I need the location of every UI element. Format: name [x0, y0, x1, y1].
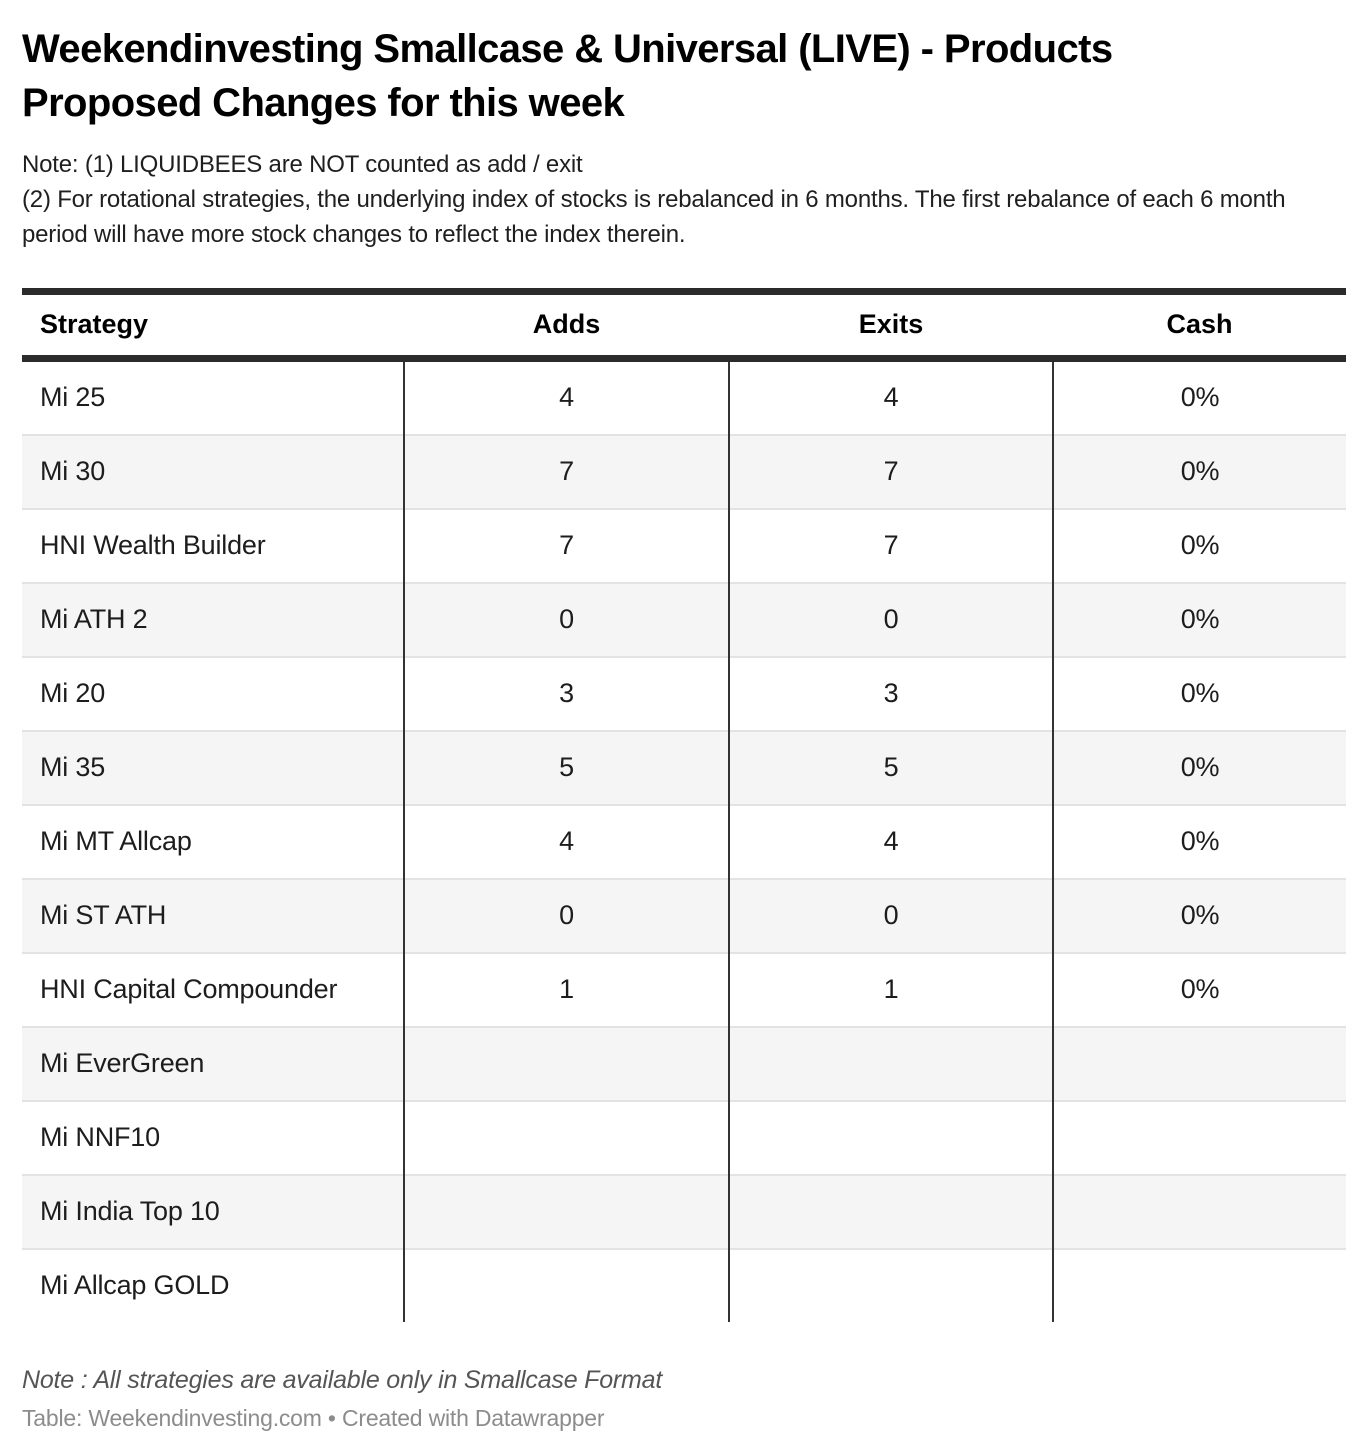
cash-cell	[1052, 1173, 1346, 1249]
strategy-cell: Mi 20	[22, 655, 404, 731]
column-header-strategy: Strategy	[22, 287, 404, 362]
table-row: Mi 20 3 3 0%	[22, 655, 1346, 731]
cash-cell: 0%	[1052, 951, 1346, 1027]
table-row: Mi 25 4 4 0%	[22, 358, 1346, 435]
column-header-cash: Cash	[1053, 287, 1346, 362]
strategy-cell: Mi 35	[22, 729, 404, 805]
strategy-cell: Mi NNF10	[22, 1099, 404, 1175]
cash-cell: 0%	[1052, 803, 1346, 879]
adds-cell: 0	[403, 877, 729, 953]
table-row: HNI Capital Compounder 1 1 0%	[22, 951, 1346, 1027]
table-row: Mi MT Allcap 4 4 0%	[22, 803, 1346, 879]
strategy-cell: Mi 30	[22, 433, 404, 509]
strategy-changes-table: Strategy Adds Exits Cash Mi 25 4 4 0% Mi…	[22, 287, 1346, 1322]
exits-cell: 3	[728, 655, 1053, 731]
strategy-cell: HNI Wealth Builder	[22, 507, 404, 583]
adds-cell	[403, 1173, 729, 1249]
strategy-cell: Mi ATH 2	[22, 581, 404, 657]
adds-cell: 4	[403, 358, 729, 435]
adds-cell: 1	[403, 951, 729, 1027]
exits-cell: 1	[728, 951, 1053, 1027]
strategy-cell: Mi ST ATH	[22, 877, 404, 953]
table-row: Mi NNF10	[22, 1099, 1346, 1175]
table-header: Strategy Adds Exits Cash	[22, 287, 1346, 362]
strategy-cell: Mi 25	[40, 382, 106, 413]
exits-cell	[728, 1247, 1053, 1322]
strategy-cell: Mi India Top 10	[22, 1173, 404, 1249]
adds-cell: 5	[403, 729, 729, 805]
exits-cell	[728, 1099, 1053, 1175]
cash-cell: 0%	[1052, 877, 1346, 953]
header-notes: Note: (1) LIQUIDBEES are NOT counted as …	[22, 147, 1344, 252]
strategy-cell: Mi EverGreen	[22, 1025, 404, 1101]
exits-cell	[728, 1173, 1053, 1249]
adds-cell: 7	[403, 507, 729, 583]
adds-cell: 4	[403, 803, 729, 879]
header-note-1: Note: (1) LIQUIDBEES are NOT counted as …	[22, 150, 583, 178]
exits-cell: 5	[728, 729, 1053, 805]
cash-cell: 0%	[1052, 581, 1346, 657]
footer-note: Note : All strategies are available only…	[22, 1365, 663, 1394]
exits-cell: 4	[728, 803, 1053, 879]
cash-cell	[1052, 1099, 1346, 1175]
strategy-cell: Mi MT Allcap	[22, 803, 404, 879]
strategy-cell: Mi Allcap GOLD	[22, 1247, 404, 1322]
exits-cell: 4	[728, 358, 1053, 435]
adds-cell	[403, 1099, 729, 1175]
adds-cell	[403, 1025, 729, 1101]
cash-cell: 0%	[1052, 433, 1346, 509]
adds-cell: 3	[403, 655, 729, 731]
table-row: Mi India Top 10	[22, 1173, 1346, 1249]
adds-cell: 7	[403, 433, 729, 509]
exits-cell: 0	[728, 581, 1053, 657]
exits-cell	[728, 1025, 1053, 1101]
cash-cell: 0%	[1052, 655, 1346, 731]
header-note-2: (2) For rotational strategies, the under…	[22, 185, 1286, 248]
table-body: Mi 25 4 4 0% Mi 30 7 7 0% HNI Wealth Bui…	[22, 358, 1346, 1322]
cash-cell: 0%	[1052, 729, 1346, 805]
table-row: Mi ATH 2 0 0 0%	[22, 581, 1346, 657]
adds-cell: 0	[403, 581, 729, 657]
exits-cell: 7	[728, 433, 1053, 509]
cash-cell	[1052, 1025, 1346, 1101]
cash-cell: 0%	[1052, 358, 1346, 435]
column-header-exits: Exits	[729, 287, 1053, 362]
cash-cell	[1052, 1247, 1346, 1322]
column-header-adds: Adds	[404, 287, 729, 362]
exits-cell: 0	[728, 877, 1053, 953]
header-row: Strategy Adds Exits Cash	[22, 287, 1346, 362]
page-title: Weekendinvesting Smallcase & Universal (…	[22, 27, 1113, 126]
adds-cell	[403, 1247, 729, 1322]
table-row: Mi ST ATH 0 0 0%	[22, 877, 1346, 953]
table-row: Mi 30 7 7 0%	[22, 433, 1346, 509]
exits-cell: 7	[728, 507, 1053, 583]
table-row: HNI Wealth Builder 7 7 0%	[22, 507, 1346, 583]
strategy-cell: HNI Capital Compounder	[22, 951, 404, 1027]
footer-credit: Table: Weekendinvesting.com • Created wi…	[22, 1404, 605, 1431]
table-row: Mi 35 5 5 0%	[22, 729, 1346, 805]
table-row: Mi Allcap GOLD	[22, 1247, 1346, 1322]
table-row: Mi EverGreen	[22, 1025, 1346, 1101]
cash-cell: 0%	[1052, 507, 1346, 583]
